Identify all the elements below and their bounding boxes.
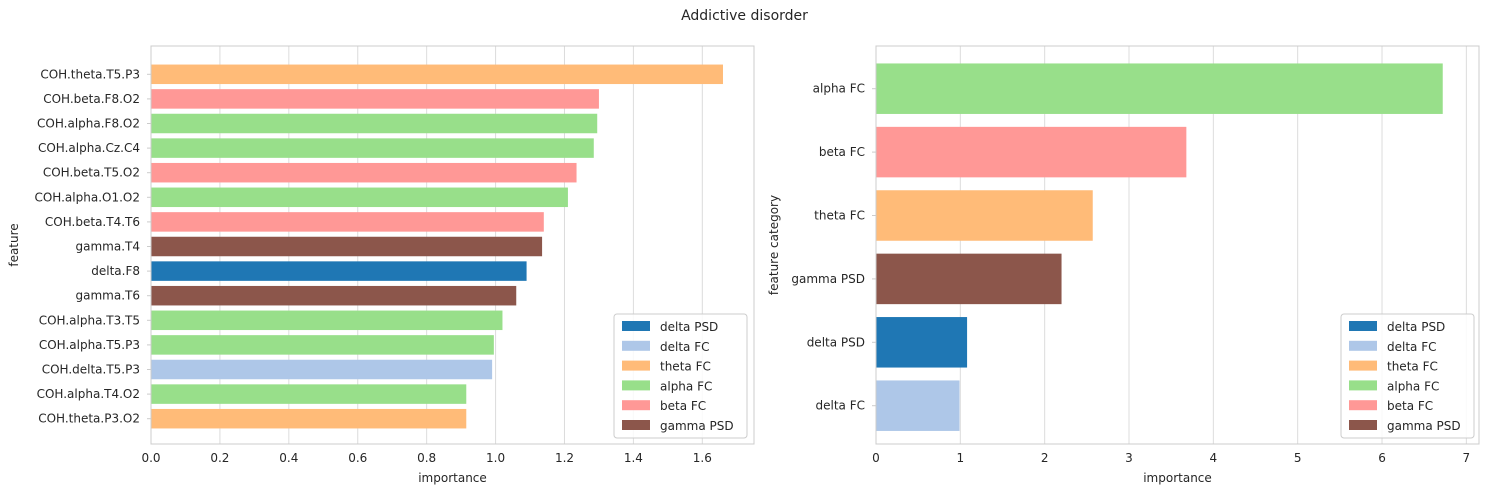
x-tick-label: 0.0 [141,451,160,465]
y-tick-label: gamma.T6 [76,289,140,303]
legend-swatch [622,360,650,371]
legend-swatch [1349,400,1377,411]
legend-swatch [622,340,650,351]
x-tick-label: 5 [1294,451,1302,465]
bar [151,384,467,404]
x-tick-label: 0.8 [417,451,436,465]
bar [876,126,1187,178]
x-tick-label: 1.0 [486,451,505,465]
legend-swatch [1349,360,1377,371]
legend-swatch [1349,380,1377,391]
legend-swatch [622,321,650,331]
x-tick-label: 3 [1125,451,1133,465]
bar [151,187,568,208]
x-tick-label: 7 [1463,451,1471,465]
y-tick-label: beta FC [819,145,865,159]
bar [876,63,1443,114]
y-tick-label: delta FC [816,399,866,413]
bar [151,113,598,134]
y-tick-label: delta PSD [807,335,865,349]
x-tick-label: 0 [872,451,880,465]
bar [876,253,1062,305]
legend-label: alpha FC [660,379,712,393]
x-axis-label: importance [418,471,487,485]
chart-1: COH.theta.T5.P3 COH.beta.F8.O2 COH.alpha.F… [7,45,755,485]
y-tick-label: COH.alpha.Cz.C4 [38,141,140,155]
x-tick-label: 1.4 [624,451,643,465]
bar [151,310,503,331]
bar [151,64,723,85]
x-tick-label: 0.6 [348,451,367,465]
y-tick-label: COH.alpha.F8.O2 [37,117,140,131]
legend-swatch [622,420,650,430]
y-tick-label: alpha FC [813,82,865,96]
x-tick-label: 2 [1041,451,1049,465]
bar [876,317,968,368]
y-tick-label: COH.theta.P3.O2 [38,412,140,426]
y-tick-label: COH.beta.F8.O2 [43,92,140,106]
legend-label: delta PSD [1387,320,1445,334]
legend-swatch [1349,340,1377,351]
bar [151,89,599,109]
y-tick-label: COH.alpha.T5.P3 [39,338,140,352]
bar [876,190,1093,241]
y-tick-label: COH.alpha.O1.O2 [34,190,140,204]
x-tick-label: 1.6 [693,451,712,465]
legend-label: beta FC [660,399,706,413]
legend-label: theta FC [660,360,711,374]
bar [151,261,527,281]
legend-swatch [1349,321,1377,331]
y-tick-label: gamma PSD [791,272,865,286]
legend-label: delta FC [1387,340,1437,354]
bar [151,359,493,380]
plot-frame [150,45,755,445]
legend-label: alpha FC [1387,379,1439,393]
x-axis-label: importance [1143,471,1212,485]
legend-swatch [622,380,650,391]
y-tick-label: COH.delta.T5.P3 [42,363,140,377]
y-axis-label: feature [7,223,21,266]
legend-label: beta FC [1387,399,1433,413]
legend-label: gamma PSD [660,419,734,433]
legend-label: theta FC [1387,360,1438,374]
x-tick-label: 0.4 [279,451,298,465]
legend: delta PSD delta FC theta FC alpha FC beta FC… [613,313,748,439]
y-tick-label: COH.beta.T4.T6 [45,215,140,229]
legend-swatch [622,400,650,411]
y-tick-label: COH.beta.T5.O2 [43,166,140,180]
bar [151,138,594,158]
bar [151,335,494,355]
plot-frame [875,45,1480,445]
bar [151,285,517,306]
legend-label: delta PSD [660,320,718,334]
figure-title: Addictive disorder [681,8,808,24]
bar [151,212,544,232]
x-tick-label: 6 [1378,451,1386,465]
y-tick-label: theta FC [814,209,865,223]
y-tick-label: COH.theta.T5.P3 [40,67,140,81]
y-axis-label: feature category [767,195,781,295]
bar [151,236,543,257]
x-tick-label: 1 [957,451,965,465]
legend-swatch [1349,420,1377,430]
bar [151,408,467,429]
x-tick-label: 0.2 [210,451,229,465]
y-tick-label: delta.F8 [91,264,140,278]
y-tick-label: gamma.T4 [76,240,140,254]
y-tick-label: COH.alpha.T4.O2 [37,387,140,401]
bar [151,162,577,183]
legend-label: gamma PSD [1387,419,1461,433]
x-tick-label: 4 [1210,451,1218,465]
y-tick-label: COH.alpha.T3.T5 [39,313,140,327]
legend-label: delta FC [660,340,710,354]
bar [876,380,960,431]
x-tick-label: 1.2 [555,451,574,465]
legend: delta PSD delta FC theta FC alpha FC beta FC… [1340,313,1475,439]
